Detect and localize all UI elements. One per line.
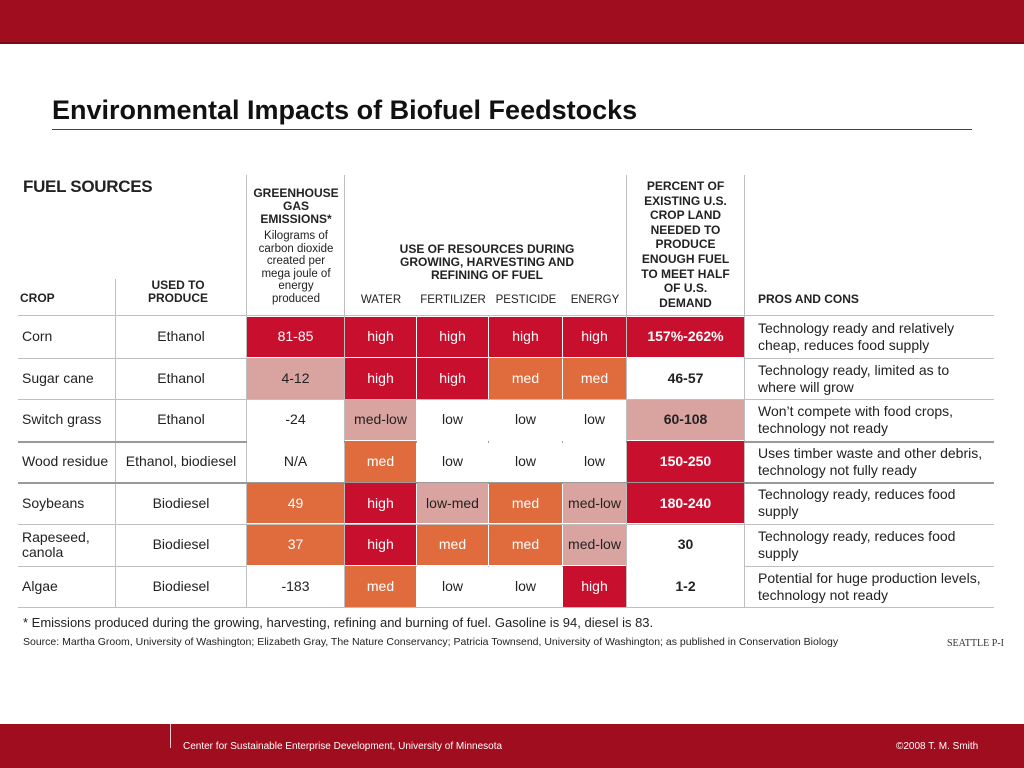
crop-name-cell: Switch grass bbox=[22, 411, 102, 428]
water-cell: med bbox=[345, 441, 416, 482]
energy-cell: low bbox=[563, 399, 626, 441]
fuel-sources-heading: FUEL SOURCES bbox=[23, 177, 153, 196]
publisher-credit: SEATTLE P-I bbox=[947, 638, 1004, 649]
water-cell: high bbox=[345, 358, 416, 399]
used-to-produce-cell: Ethanol bbox=[157, 369, 205, 386]
row-separator bbox=[18, 607, 994, 609]
crop-name-cell: Soybeans bbox=[22, 494, 85, 511]
header-used-to-produce: USED TO PRODUCE bbox=[147, 278, 208, 305]
fertilizer-cell: low bbox=[417, 566, 488, 607]
pesticide-cell: low bbox=[489, 399, 562, 441]
header-energy: ENERGY bbox=[570, 294, 620, 306]
percent-cell: 46-57 bbox=[627, 358, 744, 399]
grid-line bbox=[246, 175, 247, 607]
energy-cell: low bbox=[563, 441, 626, 482]
percent-cell: 180-240 bbox=[627, 482, 744, 524]
fertilizer-cell: high bbox=[417, 316, 488, 358]
crop-name-cell: Rapeseed, canola bbox=[22, 528, 90, 560]
used-to-produce-cell: Ethanol bbox=[157, 328, 205, 345]
title-underline bbox=[52, 129, 972, 130]
header-ghg-units: Kilograms of carbon dioxide created per meg… bbox=[258, 230, 334, 305]
header-fertilizer: FERTILIZER bbox=[420, 294, 486, 306]
percent-cell: 157%-262% bbox=[627, 316, 744, 358]
header-pesticide: PESTICIDE bbox=[495, 294, 557, 306]
water-cell: med-low bbox=[345, 399, 416, 441]
percent-cell: 30 bbox=[627, 524, 744, 566]
used-to-produce-cell: Ethanol, biodiesel bbox=[125, 453, 237, 470]
water-cell: high bbox=[345, 316, 416, 358]
water-cell: med bbox=[345, 566, 416, 607]
pros-and-cons-cell: Technology ready, reduces food supply bbox=[758, 528, 956, 561]
crop-name-cell: Wood residue bbox=[22, 453, 109, 470]
header-ghg-emissions: GREENHOUSE GAS EMISSIONS* bbox=[253, 186, 339, 226]
water-cell: high bbox=[345, 482, 416, 524]
top-banner bbox=[0, 0, 1024, 44]
crop-name-cell: Corn bbox=[22, 328, 53, 345]
pros-and-cons-cell: Won’t compete with food crops, technology… bbox=[758, 403, 954, 437]
header-use-of-resources: USE OF RESOURCES DURING GROWING, HARVESTI… bbox=[399, 242, 575, 282]
percent-cell: 60-108 bbox=[627, 399, 744, 441]
energy-cell: med-low bbox=[563, 524, 626, 566]
header-water: WATER bbox=[360, 294, 402, 306]
footer-organization: Center for Sustainable Enterprise Develo… bbox=[183, 741, 503, 752]
energy-cell: high bbox=[563, 316, 626, 358]
header-percent-crop-land: PERCENT OF EXISTING U.S. CROP LAND NEEDED T… bbox=[641, 179, 730, 310]
grid-line bbox=[344, 175, 345, 607]
slide-title: Environmental Impacts of Biofuel Feedsto… bbox=[52, 95, 638, 125]
pesticide-cell: low bbox=[489, 441, 562, 482]
crop-name-cell: Sugar cane bbox=[22, 369, 94, 386]
header-crop: CROP bbox=[20, 291, 55, 305]
ghg-cell: -183 bbox=[247, 566, 344, 607]
grid-line bbox=[626, 175, 627, 607]
fertilizer-cell: low bbox=[417, 399, 488, 441]
energy-cell: med bbox=[563, 358, 626, 399]
pesticide-cell: med bbox=[489, 358, 562, 399]
ghg-cell: 81-85 bbox=[247, 316, 344, 358]
biofuel-table-figure: FUEL SOURCES CROP USED TO PRODUCE GREENHO… bbox=[18, 175, 1004, 655]
fertilizer-cell: low bbox=[417, 441, 488, 482]
footnote: * Emissions produced during the growing,… bbox=[23, 615, 654, 630]
grid-line bbox=[115, 279, 116, 607]
pros-and-cons-cell: Uses timber waste and other debris, techn… bbox=[758, 444, 983, 478]
pesticide-cell: med bbox=[489, 482, 562, 524]
grid-line bbox=[744, 175, 745, 607]
bottom-banner bbox=[0, 724, 1024, 768]
pros-and-cons-cell: Technology ready, limited as to where wil… bbox=[758, 361, 950, 395]
percent-cell: 150-250 bbox=[627, 441, 744, 482]
header-pros-and-cons: PROS AND CONS bbox=[758, 292, 859, 306]
ghg-cell: 4-12 bbox=[247, 358, 344, 399]
fertilizer-cell: high bbox=[417, 358, 488, 399]
pesticide-cell: low bbox=[489, 566, 562, 607]
grid-line bbox=[18, 315, 994, 316]
pros-and-cons-cell: Potential for huge production levels, tec… bbox=[758, 569, 981, 603]
used-to-produce-cell: Ethanol bbox=[157, 411, 205, 428]
energy-cell: med-low bbox=[563, 482, 626, 524]
percent-cell: 1-2 bbox=[627, 566, 744, 607]
used-to-produce-cell: Biodiesel bbox=[152, 494, 210, 511]
used-to-produce-cell: Biodiesel bbox=[152, 536, 210, 553]
pros-and-cons-cell: Technology ready, reduces food supply bbox=[758, 486, 956, 520]
pesticide-cell: med bbox=[489, 524, 562, 566]
pros-and-cons-cell: Technology ready and relatively cheap, re… bbox=[758, 320, 955, 353]
ghg-cell: 37 bbox=[247, 524, 344, 566]
footer-copyright: ©2008 T. M. Smith bbox=[896, 741, 979, 752]
ghg-cell: -24 bbox=[247, 399, 344, 441]
footer-divider bbox=[170, 724, 171, 748]
used-to-produce-cell: Biodiesel bbox=[152, 577, 210, 594]
ghg-cell: N/A bbox=[247, 441, 344, 482]
fertilizer-cell: med bbox=[417, 524, 488, 566]
energy-cell: high bbox=[563, 566, 626, 607]
crop-name-cell: Algae bbox=[22, 577, 58, 594]
fertilizer-cell: low-med bbox=[417, 482, 488, 524]
ghg-cell: 49 bbox=[247, 482, 344, 524]
water-cell: high bbox=[345, 524, 416, 566]
pesticide-cell: high bbox=[489, 316, 562, 358]
source-credit: Source: Martha Groom, University of Wash… bbox=[23, 636, 839, 648]
